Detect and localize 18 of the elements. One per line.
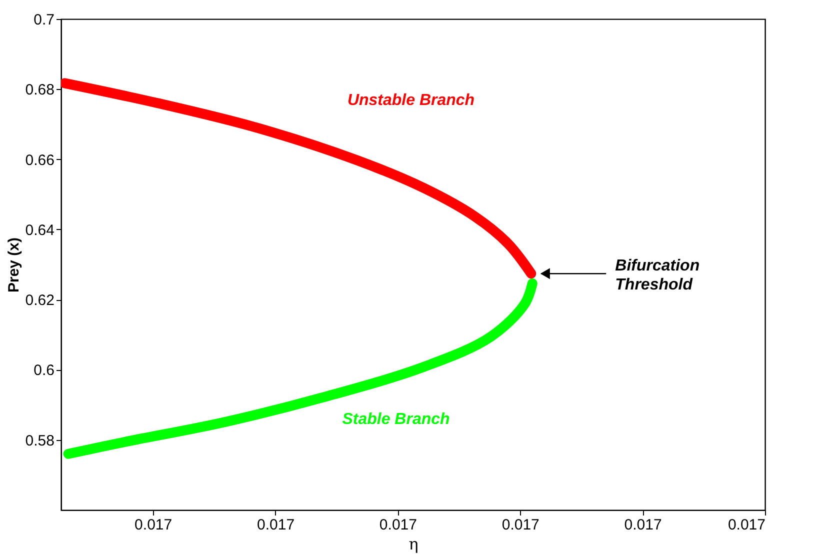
y-tick-label: 0.6: [34, 362, 54, 380]
x-tick-label: 0.017: [379, 516, 417, 534]
y-tick-label: 0.7: [34, 12, 54, 28]
x-tick-label: 0.017: [134, 516, 172, 534]
x-tick-label: 0.017: [256, 516, 295, 534]
annotation: Bifurcation Threshold: [615, 258, 700, 294]
x-tick-label: 0.017: [624, 516, 662, 534]
y-tick-label: 0.66: [25, 152, 54, 169]
y-tick-label: 0.68: [25, 82, 54, 99]
x-axis-title: η: [408, 534, 418, 554]
x-tick-label: 0.017: [728, 516, 766, 534]
x-tick-label: 0.017: [502, 516, 540, 534]
y-tick-label: 0.64: [25, 222, 54, 239]
y-axis-title: Prey (x): [5, 237, 22, 293]
annotation: Unstable Branch: [347, 92, 475, 109]
y-tick-label: 0.62: [25, 292, 54, 310]
annotation: Stable Branch: [342, 411, 450, 428]
y-tick-label: 0.58: [25, 432, 54, 450]
